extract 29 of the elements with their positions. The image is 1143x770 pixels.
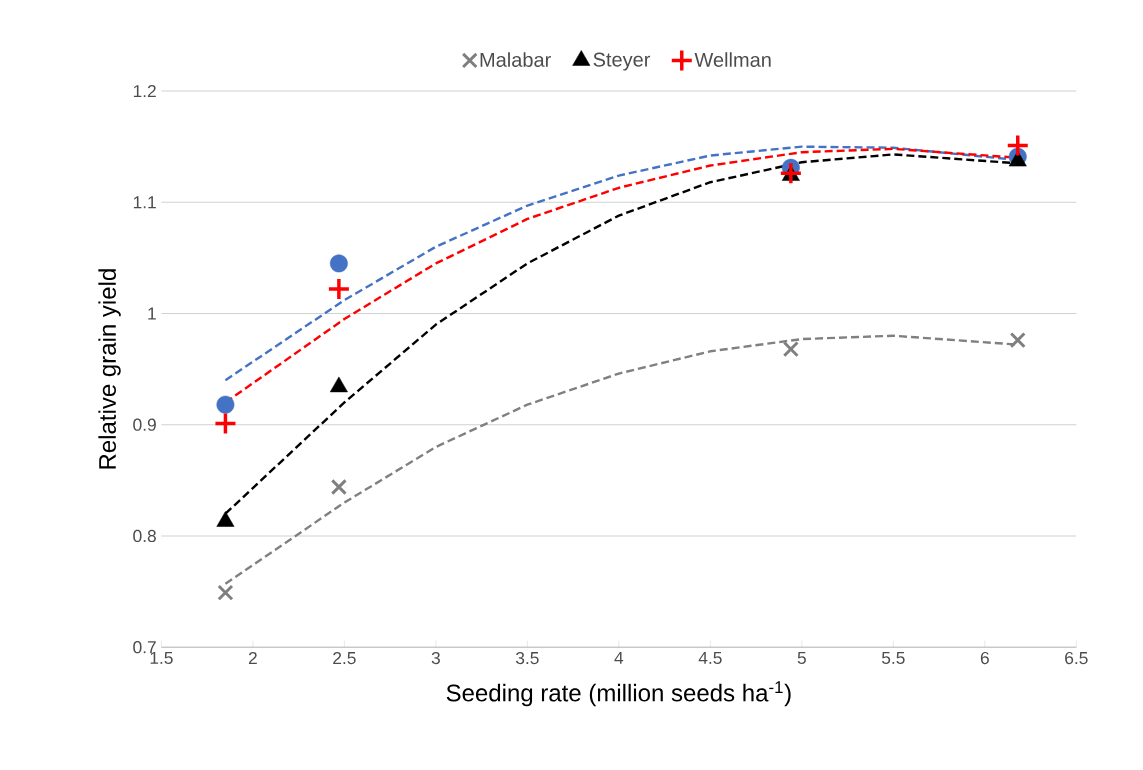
- y-tick-label: 0.7: [133, 640, 156, 654]
- point: [1009, 332, 1026, 349]
- x-tick-label: 3.5: [515, 651, 539, 665]
- legend-label: Malabar: [480, 52, 551, 67]
- x-tick-label: 2: [248, 651, 257, 664]
- point: [329, 254, 348, 273]
- point: [217, 584, 234, 601]
- point: [782, 340, 799, 358]
- y-tick-label: 1.1: [133, 196, 156, 209]
- x-tick-label: 5.5: [881, 651, 905, 664]
- x-tick-label: 5: [797, 651, 806, 664]
- x-tick-label: 4: [614, 651, 624, 664]
- y-tick-label: 1.2: [133, 84, 156, 97]
- point: [328, 278, 349, 299]
- legend-label: Steyer: [593, 52, 651, 71]
- point: [216, 395, 235, 414]
- x-tick-label: 6.5: [1065, 651, 1088, 665]
- x-tick-label: 6: [980, 651, 989, 665]
- x-tick-label: 4.5: [698, 651, 722, 664]
- legend-label: Wellman: [694, 52, 771, 67]
- x-tick-label: 2.5: [333, 651, 356, 665]
- x-tick-label: 3: [431, 651, 440, 665]
- point: [330, 478, 347, 495]
- x-axis-title: Seeding rate (million seeds ha$^{-1}$): [446, 681, 791, 707]
- y-axis-title: Relative grain yield: [98, 269, 121, 469]
- y-tick-label: 0.8: [133, 529, 156, 542]
- y-tick-label: 1: [148, 307, 156, 320]
- y-tick-label: 0.9: [133, 418, 156, 431]
- x-tick-label: 1.5: [150, 651, 173, 664]
